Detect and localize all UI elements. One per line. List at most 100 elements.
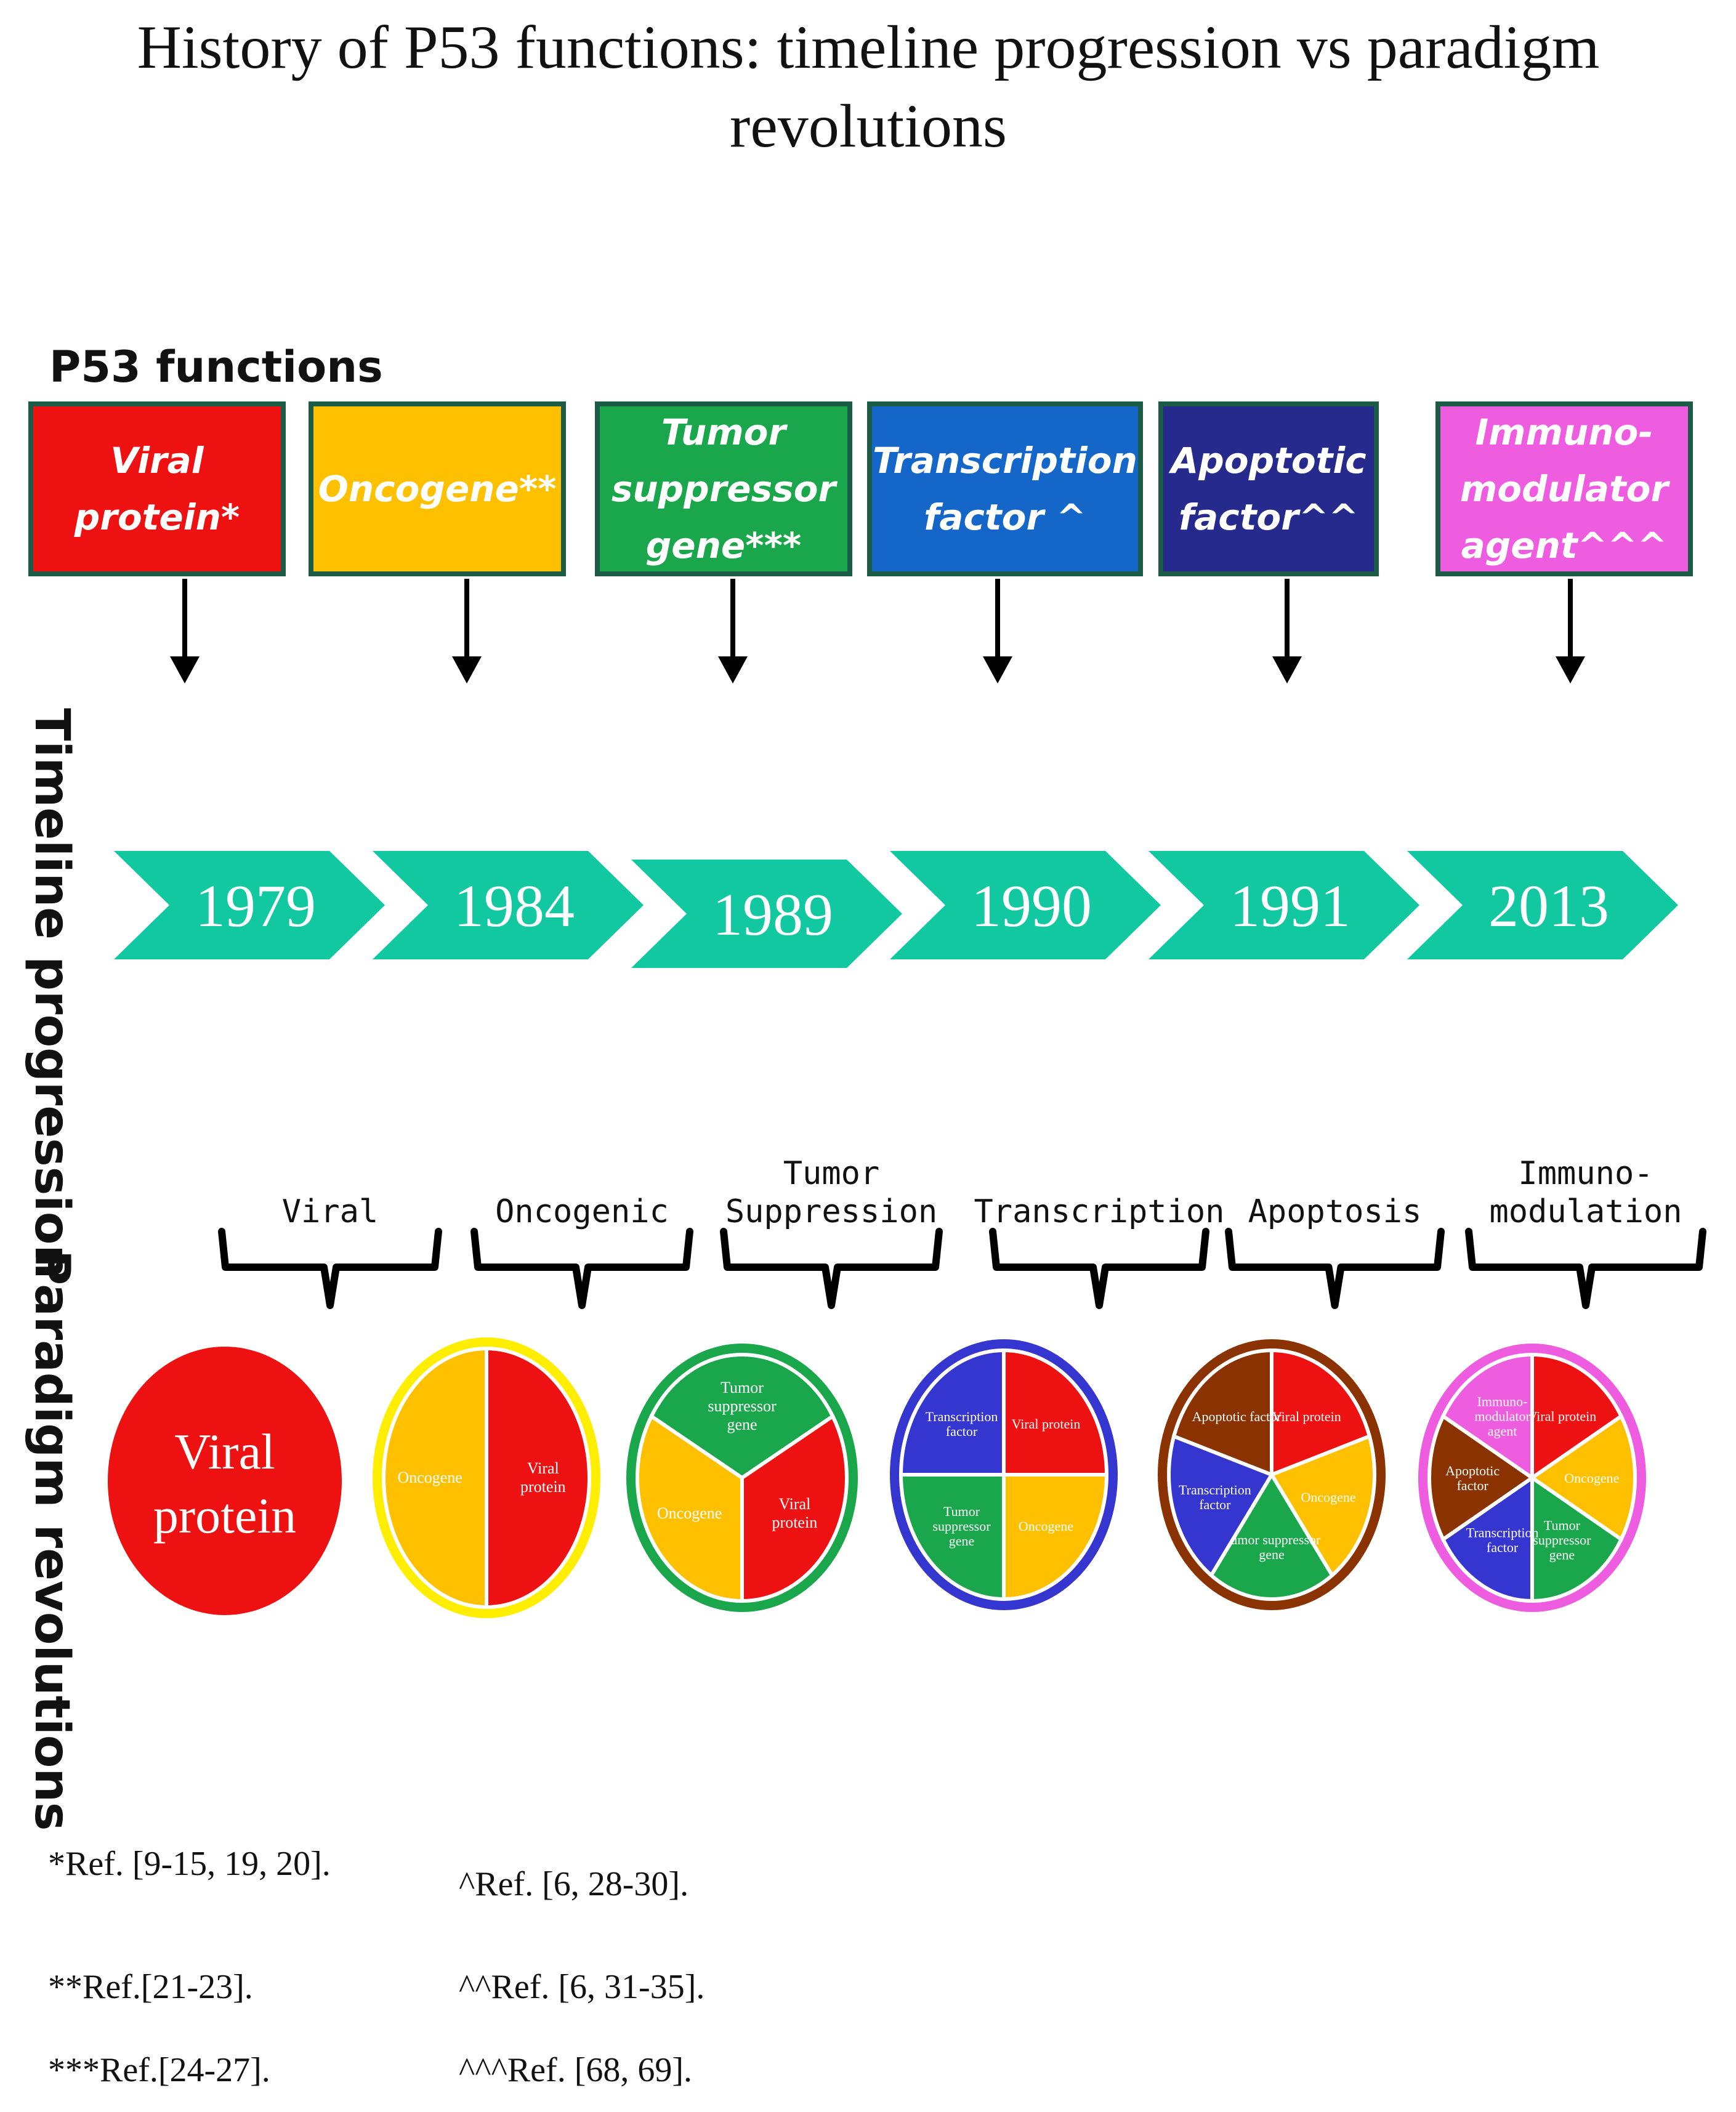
arrow-head	[452, 656, 482, 683]
function-box-label: Tumor	[661, 411, 788, 453]
pie-slice-label: factor	[1199, 1497, 1231, 1512]
timeline-chevron	[1407, 851, 1678, 959]
pie-slice-label: Oncogene	[1019, 1518, 1073, 1534]
pie-slice	[1269, 1433, 1376, 1579]
timeline-year: 1979	[195, 873, 316, 940]
pie-slice-label: gene	[1549, 1547, 1575, 1562]
pie-slice	[485, 1346, 591, 1610]
function-box	[1435, 401, 1693, 576]
diagram-title-line2: revolutions	[730, 92, 1007, 160]
pie-slice	[636, 1413, 744, 1603]
paradigm-label: Immuno-	[1518, 1155, 1653, 1192]
pie-slice-label: modulator	[1474, 1409, 1530, 1424]
pie-slice	[1208, 1471, 1335, 1601]
pie-slice	[1530, 1474, 1624, 1603]
pie-slice-label: Oncogene	[1301, 1489, 1356, 1505]
paradigm-revolutions-label: Paradigm revolutions	[24, 1250, 79, 1831]
arrow-head	[718, 656, 748, 683]
pie-slice	[1427, 1413, 1536, 1542]
reference-note: *Ref. [9-15, 19, 20].	[48, 1845, 331, 1883]
pie-slice	[1002, 1348, 1109, 1477]
pie-slice-label: Oncogene	[1564, 1470, 1619, 1486]
pie-slice-label: suppressor	[1533, 1532, 1591, 1547]
timeline-year: 1984	[454, 873, 575, 940]
paradigm-label: Transcription	[974, 1193, 1225, 1230]
pie-slice	[1528, 1413, 1637, 1542]
pie-slice-label: Apoptotic	[1445, 1463, 1500, 1478]
pie-slice	[1440, 1474, 1534, 1603]
pie-slice-label: gene	[727, 1416, 757, 1433]
pie-slice	[740, 1413, 849, 1603]
timeline: 1979 1984 1989 1990 1991 2013	[114, 851, 1678, 968]
pie-slice-label: Oncogene	[657, 1504, 722, 1522]
function-box-label: factor ^	[924, 496, 1086, 538]
arrow-head	[983, 656, 1012, 683]
paradigm-pie: Viral protein	[108, 1347, 342, 1615]
timeline-chevron	[1149, 851, 1419, 959]
paradigm-brace	[218, 1228, 442, 1309]
paradigm-brace	[989, 1228, 1209, 1309]
pie-slice-label: factor	[1487, 1539, 1519, 1555]
reference-note: ^^^Ref. [68, 69].	[459, 2051, 692, 2089]
paradigm-label: Viral	[282, 1193, 379, 1230]
pie-slice-label: Immuno-	[1477, 1394, 1528, 1409]
pie-slice	[898, 1348, 1006, 1477]
pie-slice-label: Tumor	[943, 1504, 980, 1519]
paradigm-label: Oncogenic	[495, 1193, 669, 1230]
timeline-progression-label: Timeline progression	[24, 708, 79, 1279]
pie-slice-label: factor	[946, 1424, 978, 1439]
function-box-label: Apoptotic	[1168, 440, 1366, 482]
pie-slice	[108, 1347, 342, 1615]
pie-slice	[382, 1346, 488, 1610]
diagram-title-line1: History of P53 functions: timeline progr…	[137, 13, 1600, 81]
paradigm-label: Apoptosis	[1248, 1193, 1422, 1230]
timeline-chevron	[890, 851, 1161, 959]
paradigm-label: Tumor	[783, 1155, 880, 1192]
timeline-chevron	[373, 851, 644, 959]
timeline-year: 2013	[1488, 873, 1609, 940]
pie-slice	[1270, 1348, 1372, 1478]
pie-slice	[1002, 1473, 1109, 1602]
function-box-label: Viral	[110, 440, 204, 482]
timeline-year: 1990	[971, 873, 1092, 940]
pie-slice-label: Tumor	[721, 1379, 764, 1397]
arrow-head	[170, 656, 200, 683]
pie-slice	[1171, 1348, 1274, 1478]
paradigm-brace	[470, 1228, 693, 1309]
pie-slice	[1167, 1433, 1275, 1579]
pie-slice-label: gene	[949, 1533, 975, 1549]
pie-slice-label: Viral	[174, 1424, 275, 1480]
function-box-label: factor^^	[1179, 496, 1359, 538]
pie-slice-label: Apoptotic factor	[1192, 1409, 1282, 1424]
function-box-label: suppressor	[612, 468, 838, 510]
function-box	[595, 401, 852, 576]
reference-note: ^Ref. [6, 28-30].	[459, 1865, 688, 1903]
pie-slice	[1530, 1352, 1624, 1481]
paradigm-brace	[1225, 1228, 1445, 1309]
pie-slice-label: Viral protein	[1528, 1409, 1597, 1424]
pie-slice-label: agent	[1488, 1424, 1517, 1439]
function-box	[28, 401, 286, 576]
paradigm-pies: ViralproteinViralproteinOncogeneViralpro…	[108, 1337, 1646, 1618]
paradigm-brace	[1465, 1228, 1706, 1309]
reference-note: ***Ref.[24-27].	[48, 2051, 270, 2089]
paradigm-pie: Viral protein Oncogene Tumorsuppressorgene…	[1418, 1344, 1646, 1612]
pie-slice-label: Oncogene	[397, 1469, 462, 1486]
pie-slice-label: suppressor	[932, 1518, 991, 1534]
paradigm-brace	[720, 1228, 943, 1309]
pie-slice-label: protein	[153, 1488, 296, 1544]
pie-slice-label: Transcription	[1179, 1482, 1251, 1497]
timeline-year: 1991	[1230, 873, 1350, 940]
reference-note: **Ref.[21-23].	[48, 1968, 253, 2006]
arrow-head	[1556, 656, 1585, 683]
paradigm-label: Suppression	[725, 1193, 937, 1230]
reference-note: ^^Ref. [6, 31-35].	[459, 1968, 704, 2006]
function-box-label: modulator	[1460, 468, 1671, 510]
pie-slice-label: Tumor	[1544, 1517, 1581, 1533]
pie-slice-label: Viral protein	[1272, 1409, 1341, 1424]
function-box	[867, 401, 1143, 576]
